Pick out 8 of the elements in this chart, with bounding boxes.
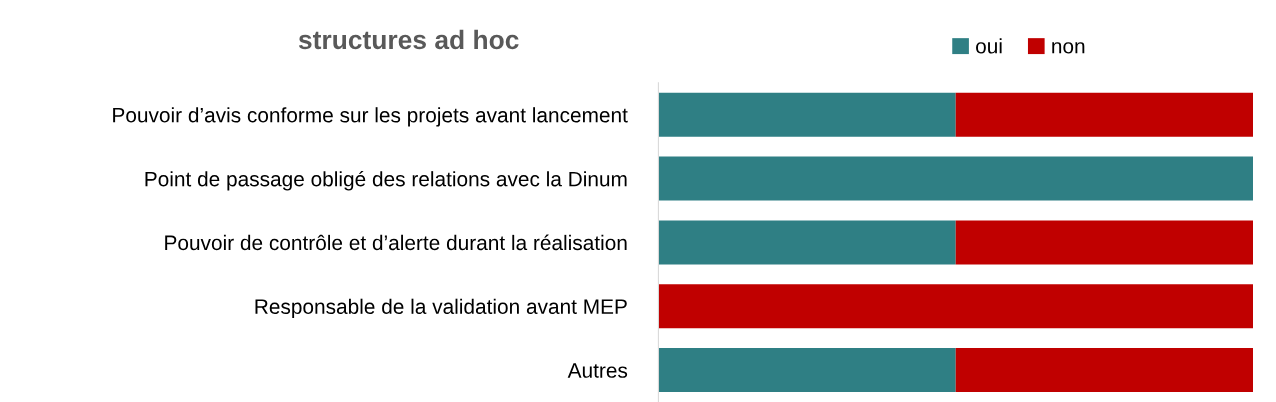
y-tick-label: Autres bbox=[567, 363, 628, 378]
y-tick-label: Responsable de la validation avant MEP bbox=[255, 298, 627, 319]
legend-label: non bbox=[1052, 42, 1085, 54]
legend-label: oui bbox=[976, 38, 1002, 54]
y-tick-label: Pouvoir de contrôle et d’alerte durant la réalisation bbox=[165, 234, 627, 251]
text: structures ad hoc bbox=[298, 29, 519, 50]
y-tick-label: Pouvoir d’avis conforme sur les projets avant lancement bbox=[113, 107, 628, 127]
y-tick-label: Point de passage obligé des relations avec la Dinum bbox=[145, 170, 627, 191]
